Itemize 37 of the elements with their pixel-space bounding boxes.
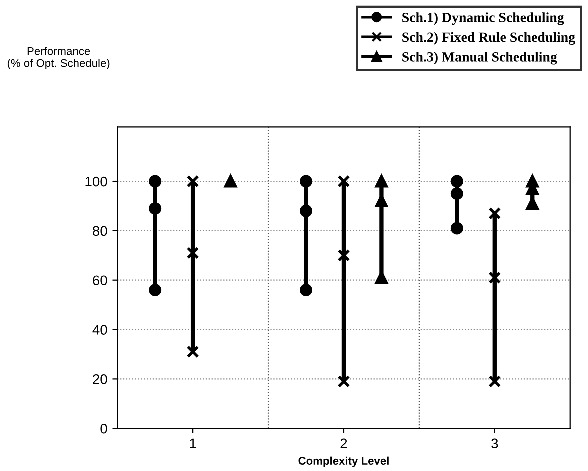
point: [149, 202, 162, 215]
x-tick-label: 3: [492, 438, 498, 449]
point: [338, 175, 350, 188]
point: [149, 284, 162, 296]
point: [488, 207, 502, 220]
point: [450, 222, 464, 235]
point: [149, 175, 162, 188]
point: [186, 246, 200, 260]
point: [300, 175, 312, 188]
point: [224, 175, 238, 188]
point: [186, 346, 200, 358]
y-tick-label: 0: [100, 424, 108, 434]
legend-label: Sch.2) Fixed Rule Scheduling: [402, 32, 576, 46]
point: [375, 195, 388, 208]
x-axis-title: Complexity Level: [298, 456, 389, 468]
y-tick-label: 60: [93, 276, 108, 286]
point: [338, 375, 350, 388]
point: [488, 375, 502, 388]
x-tick-label: 2: [340, 438, 348, 448]
point: [526, 198, 539, 210]
point: [526, 175, 539, 188]
point: [300, 284, 312, 296]
point: [300, 204, 312, 218]
y-tick-label: 40: [92, 325, 108, 335]
point: [450, 175, 464, 188]
point: [375, 175, 388, 188]
y-tick-label: 20: [93, 374, 108, 384]
y-tick-label: 80: [93, 226, 108, 236]
point: [450, 188, 464, 200]
y-tick-label: 100: [86, 176, 108, 187]
point: [186, 175, 200, 188]
point: [338, 249, 350, 262]
text: Performance (% of Opt. Schedule): [8, 47, 110, 70]
point: [488, 272, 502, 284]
legend-label: Sch.3) Manual Scheduling: [402, 52, 558, 65]
legend-label: Sch.1) Dynamic Scheduling: [402, 12, 564, 26]
x-tick-label: 1: [190, 438, 196, 448]
